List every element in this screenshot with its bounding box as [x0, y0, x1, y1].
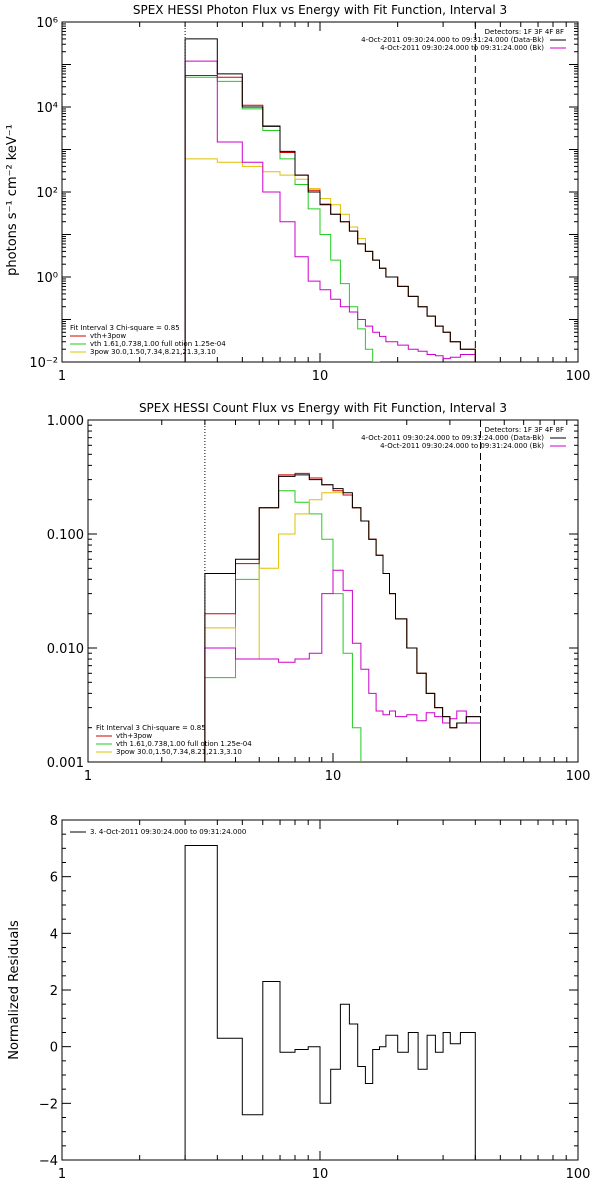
y-axis-label: Normalized Residuals — [7, 920, 22, 1060]
x-tick-label: 10 — [325, 769, 342, 784]
chart-title: SPEX HESSI Photon Flux vs Energy with Fi… — [133, 3, 507, 17]
y-tick-label: 10⁶ — [36, 16, 58, 31]
y-tick-label: 2 — [50, 984, 58, 999]
y-tick-label: 0.001 — [47, 756, 84, 771]
legend-vth: vth 1.61,0.738,1.00 full otion 1.25e-04 — [90, 340, 226, 348]
photon-flux-panel: SPEX HESSI Photon Flux vs Energy with Fi… — [5, 3, 590, 384]
legend-data-bk: 4-Oct-2011 09:30:24.000 to 09:31:24.000 … — [361, 36, 544, 44]
x-tick-label: 1 — [58, 369, 66, 384]
y-tick-label: 0.010 — [47, 642, 84, 657]
x-tick-label: 100 — [566, 769, 591, 784]
legend-bk: 4-Oct-2011 09:30:24.000 to 09:31:24.000 … — [380, 442, 544, 450]
y-tick-label: −4 — [39, 1154, 58, 1169]
y-tick-label: 10⁻² — [29, 356, 58, 371]
y-tick-label: 1.000 — [47, 414, 84, 429]
y-tick-label: 8 — [50, 814, 58, 829]
y-tick-label: 10² — [36, 186, 58, 201]
series-line — [204, 490, 362, 762]
x-tick-label: 1 — [84, 769, 92, 784]
legend-detectors: Detectors: 1F 3F 4F 8F — [485, 28, 564, 36]
legend-vth: vth 1.61,0.738,1.00 full otion 1.25e-04 — [116, 740, 252, 748]
x-tick-label: 100 — [566, 369, 591, 384]
series-line — [184, 158, 476, 362]
y-axis-label: photons s⁻¹ cm⁻² keV⁻¹ — [5, 124, 20, 276]
series-line — [204, 492, 494, 762]
legend-3pow: 3pow 30.0,1.50,7.34,8.21,21.3,3.10 — [90, 348, 216, 356]
series-line — [184, 845, 476, 1160]
legend-3pow: 3pow 30.0,1.50,7.34,8.21,21.3,3.10 — [116, 748, 242, 756]
x-tick-label: 1 — [58, 1167, 66, 1182]
legend-bk: 4-Oct-2011 09:30:24.000 to 09:31:24.000 … — [380, 44, 544, 52]
plot-frame — [61, 819, 579, 1161]
series-line — [184, 60, 476, 362]
y-tick-label: 6 — [50, 871, 58, 886]
legend-vth-3pow: vth+3pow — [90, 332, 126, 340]
y-tick-label: 0.100 — [47, 528, 84, 543]
x-tick-label: 10 — [312, 369, 329, 384]
x-tick-label: 10 — [312, 1167, 329, 1182]
y-tick-label: −2 — [39, 1097, 58, 1112]
y-tick-label: 4 — [50, 927, 58, 942]
chart-title: SPEX HESSI Count Flux vs Energy with Fit… — [139, 401, 507, 415]
legend-fit-info: Fit Interval 3 Chi-square = 0.85 — [96, 724, 206, 732]
legend-fit-info: Fit Interval 3 Chi-square = 0.85 — [70, 324, 180, 332]
legend-vth-3pow: vth+3pow — [116, 732, 152, 740]
series-line — [184, 38, 476, 362]
y-tick-label: 0 — [50, 1041, 58, 1056]
residuals-panel: 1 10 100 −4 −2 0 2 4 6 8 Normalized Residuals 3. 4-… — [7, 814, 590, 1182]
y-tick-label: 10⁰ — [36, 271, 58, 286]
series-line — [204, 474, 494, 762]
legend-detectors: Detectors: 1F 3F 4F 8F — [485, 426, 564, 434]
series-line — [184, 75, 476, 362]
series-line — [204, 569, 481, 762]
legend-data-bk: 4-Oct-2011 09:30:24.000 to 09:31:24.000 … — [361, 434, 544, 442]
legend-residual-interval: 3. 4-Oct-2011 09:30:24.000 to 09:31:24.0… — [90, 828, 246, 836]
y-tick-label: 10⁴ — [36, 101, 58, 116]
count-flux-panel: SPEX HESSI Count Flux vs Energy with Fit… — [47, 401, 591, 784]
x-tick-label: 100 — [566, 1167, 591, 1182]
